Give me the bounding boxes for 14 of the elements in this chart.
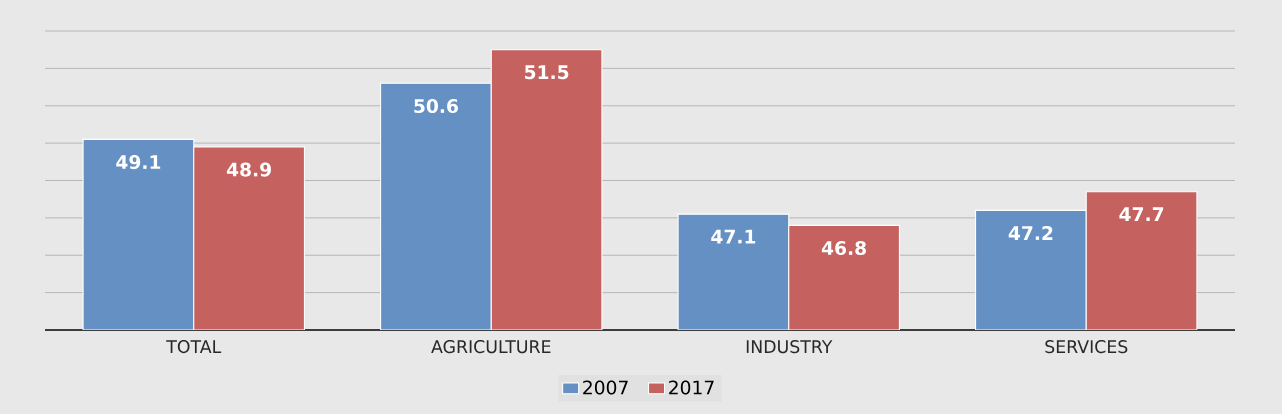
x-tick-label: INDUSTRY [746, 340, 833, 354]
data-label: 48.9 [226, 162, 271, 177]
data-label: 51.5 [525, 65, 569, 80]
data-label: 47.2 [1008, 226, 1053, 240]
data-label: 46.8 [821, 240, 866, 256]
legend-label: 2007 [583, 380, 628, 395]
data-label: 47.7 [1119, 207, 1164, 221]
data-label: 49.1 [116, 155, 161, 170]
x-tick-label: AGRICULTURE [431, 340, 551, 354]
data-label: 47.1 [711, 229, 756, 244]
data-label: 50.6 [414, 98, 458, 114]
x-tick-label: SERVICES [1045, 340, 1128, 354]
legend-label: 2017 [669, 380, 714, 395]
x-tick-label: TOTAL [166, 340, 222, 354]
